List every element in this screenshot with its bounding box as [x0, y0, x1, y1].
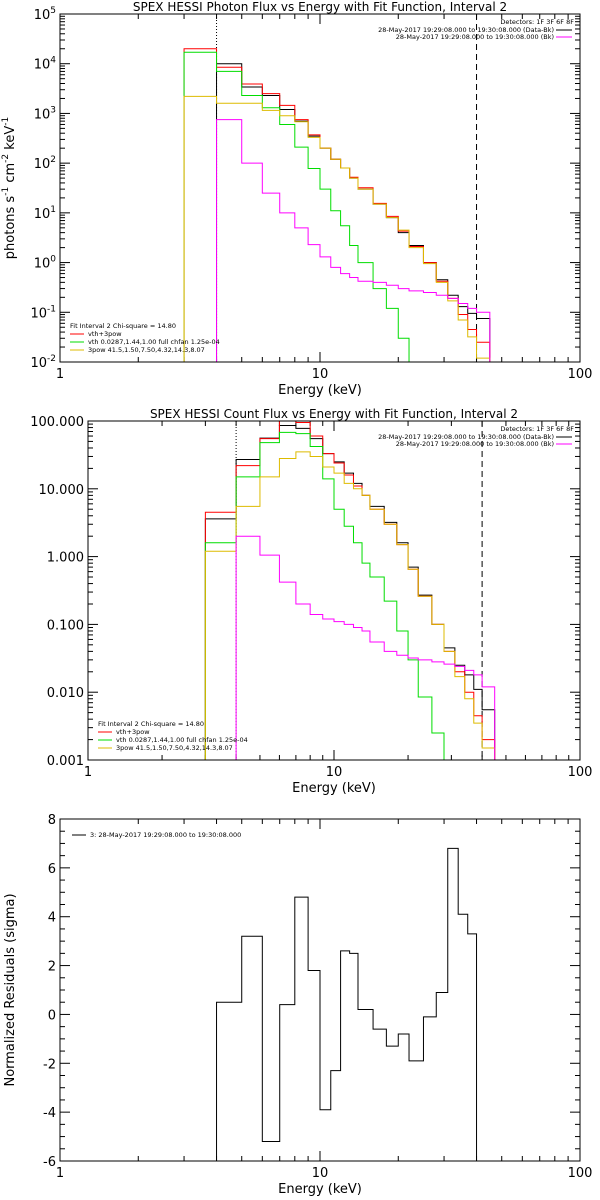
y-axis-label-part: Normalized Residuals (sigma) — [3, 893, 18, 1086]
y-tick-label: 102 — [34, 155, 56, 172]
y-tick-label: 105 — [34, 6, 56, 23]
x-tick-label: 100 — [568, 367, 593, 382]
chart-title: SPEX HESSI Photon Flux vs Energy with Fi… — [133, 0, 507, 14]
series-bk-line — [216, 119, 491, 362]
y-axis-label: Normalized Residuals (sigma) — [3, 893, 18, 1086]
legend-entry-label: 28-May-2017 19:29:08.000 to 19:30:08.000… — [396, 440, 554, 448]
y-tick-label: 104 — [34, 56, 57, 73]
y-axis-label-part: photons s — [3, 196, 18, 260]
x-axis-label: Energy (keV) — [292, 781, 376, 796]
series-group — [183, 48, 491, 362]
series-vth-line — [204, 431, 445, 760]
y-tick-exponent: 4 — [50, 56, 56, 66]
residuals-panel: 1 10 100 -6 -4 -2 0 2 4 6 8 Energy (keV) Normalized … — [3, 813, 592, 1197]
y-tick-label: 10.000 — [39, 483, 85, 498]
y-tick-label: -2 — [43, 1057, 56, 1072]
y-tick-exponent: 3 — [50, 105, 56, 115]
fit-legend-label: vth+3pow — [88, 330, 122, 338]
y-tick-label: 0 — [48, 1008, 56, 1023]
legend-entry-label: 28-May-2017 19:29:08.000 to 19:30:08.000… — [378, 26, 554, 34]
y-tick-exponent: 2 — [50, 155, 56, 165]
y-tick-label: 10-1 — [30, 304, 56, 321]
y-axis-label-part: -2 — [1, 154, 11, 163]
x-tick-label: 1 — [56, 1166, 64, 1181]
series-pow-line — [183, 95, 491, 362]
y-tick-base: 10 — [34, 107, 51, 122]
y-tick-label: 1.000 — [47, 551, 84, 566]
fit-legend-title: Fit Interval 2 Chi-square = 14.80 — [98, 720, 204, 728]
count-flux-panel: SPEX HESSI Count Flux vs Energy with Fit… — [30, 407, 592, 796]
y-tick-label: 6 — [48, 862, 56, 877]
series-group — [204, 421, 496, 760]
y-tick-base: 10 — [34, 207, 51, 222]
fit-legend-label: 3pow 41.5,1.50,7.50,4.32,14.3,8.07 — [116, 744, 233, 752]
y-tick-exponent: 5 — [50, 6, 56, 16]
fit-legend-title: Fit Interval 2 Chi-square = 14.80 — [70, 322, 176, 330]
plot-frame — [59, 818, 581, 1162]
x-tick-label: 100 — [568, 765, 593, 780]
y-tick-exponent: 1 — [50, 205, 56, 215]
x-tick-label: 1 — [84, 765, 92, 780]
y-axis-label-part: -1 — [1, 187, 11, 196]
y-tick-base: 10 — [34, 8, 51, 23]
x-tick-label: 10 — [312, 1166, 329, 1181]
fit-legend-label: vth+3pow — [116, 728, 150, 736]
x-axis-label: Energy (keV) — [278, 1182, 362, 1197]
x-axis-label: Energy (keV) — [278, 383, 362, 398]
series-bk-line — [235, 535, 496, 760]
legend-title: Detectors: 1F 3F 6F 8F — [500, 18, 574, 26]
legend-entry-label: 3: 28-May-2017 19:29:08.000 to 19:30:08.… — [90, 831, 241, 839]
y-tick-label: 100.000 — [30, 415, 84, 430]
series-pow-line — [204, 451, 496, 760]
legend-entry-label: 28-May-2017 19:29:08.000 to 19:30:08.000… — [378, 433, 554, 441]
y-tick-label: 8 — [48, 813, 56, 828]
y-tick-label: 0.010 — [47, 686, 84, 701]
y-tick-base: 10 — [34, 257, 51, 272]
plot-frame — [87, 420, 581, 761]
x-tick-label: 10 — [326, 765, 343, 780]
legend-entry-label: 28-May-2017 19:29:08.000 to 19:30:08.000… — [396, 33, 554, 41]
chart-title: SPEX HESSI Count Flux vs Energy with Fit… — [150, 407, 518, 421]
fit-legend-label: vth 0.0287,1.44,1.00 full chfan 1.25e-04 — [116, 736, 248, 744]
y-tick-label: 103 — [34, 105, 56, 122]
y-tick-label: 0.001 — [47, 754, 84, 769]
series-vth-line — [183, 51, 410, 362]
series-resid-line — [216, 847, 478, 1161]
y-tick-label: 0.100 — [47, 618, 84, 633]
y-tick-label: 4 — [48, 911, 56, 926]
y-tick-base: 10 — [34, 58, 51, 73]
x-tick-label: 100 — [568, 1166, 593, 1181]
y-axis-label-part: -1 — [1, 117, 11, 126]
y-tick-base: 10 — [30, 356, 47, 371]
y-tick-exponent: -2 — [47, 354, 56, 364]
y-tick-label: 101 — [34, 205, 56, 222]
y-tick-base: 10 — [34, 157, 51, 172]
plot-frame — [59, 13, 581, 363]
x-tick-label: 10 — [312, 367, 329, 382]
y-axis-label-part: keV — [3, 126, 18, 154]
fit-legend-label: 3pow 41.5,1.50,7.50,4.32,14.3,8.07 — [88, 346, 205, 354]
series-group — [216, 847, 478, 1161]
x-tick-label: 1 — [56, 367, 64, 382]
y-tick-label: -6 — [43, 1155, 56, 1170]
photon-flux-panel: SPEX HESSI Photon Flux vs Energy with Fi… — [1, 0, 592, 398]
y-tick-exponent: 0 — [50, 255, 56, 265]
y-tick-exponent: -1 — [47, 304, 56, 314]
y-tick-label: 10-2 — [30, 354, 56, 371]
y-axis-label-part: cm — [3, 163, 18, 187]
y-tick-label: 100 — [34, 255, 57, 272]
legend-title: Detectors: 1F 3F 6F 8F — [500, 425, 574, 433]
fit-legend-label: vth 0.0287,1.44,1.00 full chfan 1.25e-04 — [88, 338, 220, 346]
y-tick-label: 2 — [48, 960, 56, 975]
y-tick-base: 10 — [30, 306, 47, 321]
y-tick-label: -4 — [43, 1106, 56, 1121]
y-axis-label: photons s-1 cm-2 keV-1 — [1, 117, 18, 259]
